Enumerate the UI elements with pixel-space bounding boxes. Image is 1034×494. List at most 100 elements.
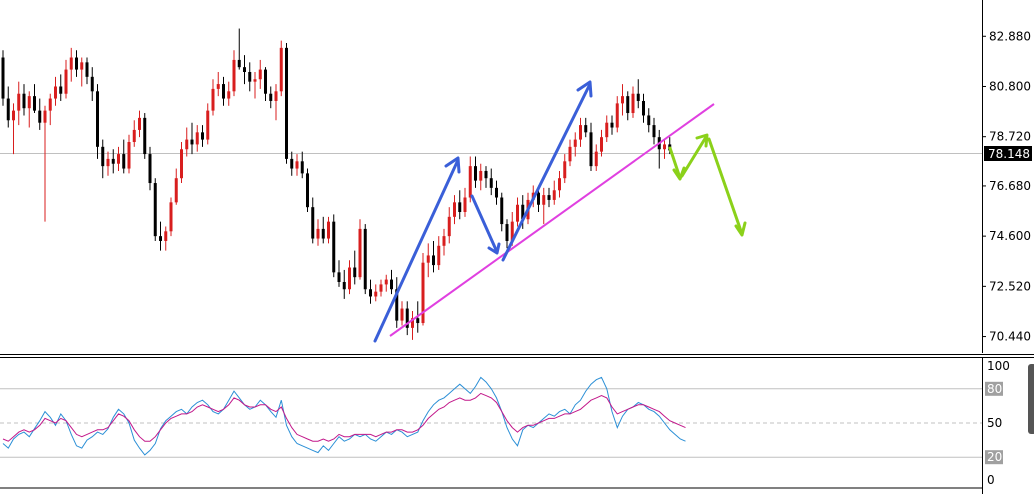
candle-body: [426, 255, 430, 263]
candle: [605, 115, 609, 142]
candle: [442, 228, 446, 256]
candle-body: [258, 69, 262, 80]
price-panel: 82.880 80.800 78.720 76.680 74.600 72.520 70.4…: [0, 0, 1032, 353]
candle-body: [216, 84, 220, 89]
candle: [69, 47, 73, 82]
candle: [153, 178, 157, 241]
forecast-arrow-2-head: [695, 133, 709, 148]
candle: [400, 301, 404, 326]
candle-body: [300, 161, 304, 174]
candle-body: [437, 245, 441, 266]
candle: [358, 219, 362, 280]
candle: [594, 144, 598, 171]
candle-body: [127, 142, 131, 169]
candle: [636, 79, 640, 109]
candle: [500, 192, 504, 232]
candle-body: [589, 132, 593, 167]
current-price-label: 78.148: [988, 147, 1030, 161]
candle-body: [421, 262, 425, 324]
candle: [232, 50, 236, 97]
candle: [621, 84, 624, 116]
candle-body: [542, 195, 546, 205]
candle: [279, 40, 283, 97]
candle: [458, 190, 462, 220]
candle-body: [101, 146, 105, 167]
candle-body: [27, 96, 31, 109]
candle: [237, 28, 241, 70]
scroll-handle[interactable]: [1028, 364, 1034, 434]
candle: [363, 224, 367, 295]
candle: [264, 67, 267, 101]
candle: [290, 151, 294, 176]
candle-body: [463, 197, 467, 212]
candle: [495, 180, 498, 205]
candle-body: [274, 91, 278, 101]
candle-body: [594, 151, 598, 167]
candle-body: [316, 228, 320, 239]
candle-body: [33, 96, 36, 111]
candle-body: [306, 173, 309, 208]
candle-body: [521, 204, 525, 220]
candle: [12, 103, 15, 155]
candle-body: [211, 88, 215, 111]
candle-body: [6, 98, 10, 121]
candle-body: [48, 98, 52, 111]
candle: [54, 76, 57, 106]
candle-body: [652, 125, 656, 138]
impulse-arrow-3: [501, 82, 592, 262]
candle: [327, 216, 330, 244]
candle-body: [253, 79, 257, 82]
candle-body: [17, 93, 21, 111]
candle: [38, 98, 42, 130]
candle: [169, 197, 173, 237]
candle: [384, 274, 388, 292]
candle-body: [12, 110, 15, 121]
candle-body: [164, 231, 168, 241]
oscillator-lines: [2, 376, 686, 456]
candle-body: [311, 207, 315, 239]
candle-body: [143, 117, 147, 155]
candle-body: [190, 139, 194, 145]
candle-body: [222, 84, 225, 99]
candle: [174, 168, 178, 205]
candle: [321, 216, 325, 244]
candle: [48, 93, 52, 126]
candle: [316, 219, 320, 246]
candle: [600, 129, 603, 157]
price-tick-label: 80.800: [989, 79, 1031, 93]
candle: [106, 151, 110, 176]
candle-body: [568, 146, 572, 162]
candle-body: [552, 190, 556, 200]
candle-body: [22, 93, 26, 109]
candle: [573, 132, 577, 157]
candle-body: [547, 195, 551, 200]
candlestick-series: [1, 28, 672, 340]
candle-body: [358, 228, 362, 278]
candle-body: [117, 154, 120, 164]
candle-body: [295, 161, 299, 169]
candle: [216, 72, 220, 97]
candle-body: [75, 57, 78, 70]
oscillator-level-badge: [985, 450, 1003, 465]
candle: [59, 74, 63, 101]
candle: [27, 91, 31, 128]
candle: [143, 113, 147, 159]
candle-body: [327, 221, 330, 239]
candle: [505, 219, 509, 249]
candle: [274, 84, 278, 121]
candle-body: [90, 76, 94, 92]
candle-body: [138, 117, 141, 130]
oscillator-tick-label: 20: [987, 450, 1002, 464]
candle: [631, 86, 635, 118]
candle-body: [174, 178, 178, 203]
candle: [626, 91, 630, 121]
candle: [164, 226, 168, 251]
candle: [558, 170, 561, 198]
forecast-arrow-3: [707, 137, 744, 236]
candle-body: [54, 86, 57, 99]
candle: [484, 166, 488, 188]
price-tick-label: 70.440: [989, 330, 1031, 344]
candle-body: [600, 137, 603, 152]
candle: [253, 72, 257, 99]
